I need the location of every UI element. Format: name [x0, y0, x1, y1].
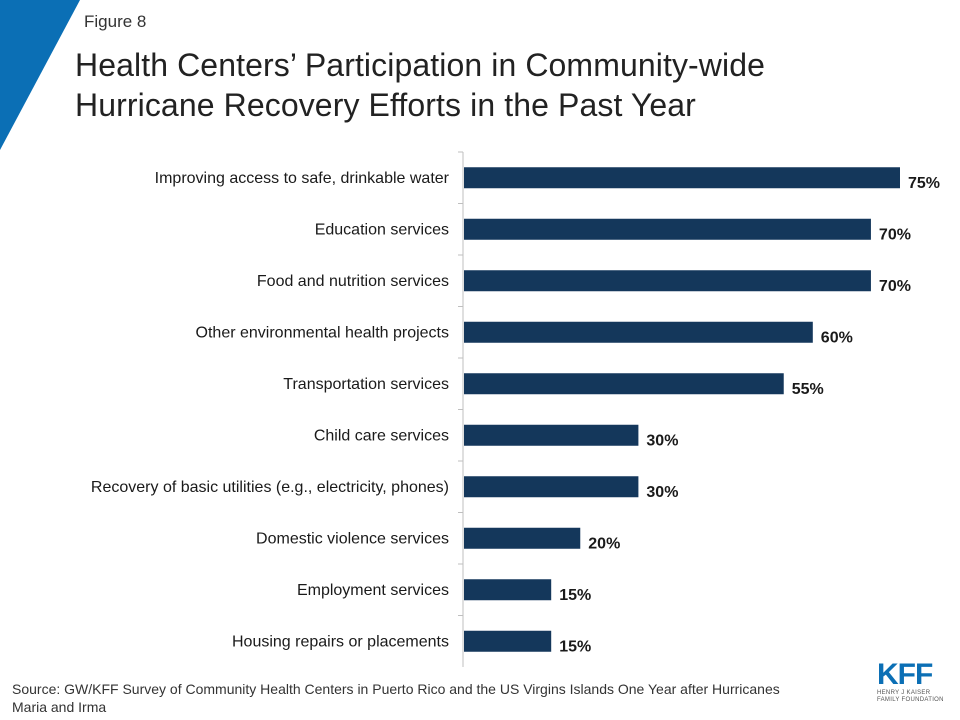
logo-mark: KFF	[877, 658, 933, 691]
chart-title-line-2: Hurricane Recovery Efforts in the Past Y…	[75, 87, 696, 123]
bar	[464, 321, 813, 343]
category-label: Transportation services	[283, 376, 449, 393]
bar	[464, 270, 871, 292]
bar-chart: Improving access to safe, drinkable wate…	[91, 151, 940, 667]
data-label: 70%	[879, 226, 911, 243]
data-label: 20%	[588, 535, 620, 552]
category-label: Recovery of basic utilities (e.g., elect…	[91, 479, 449, 496]
bar	[464, 167, 900, 189]
bar	[464, 424, 639, 446]
bar	[464, 476, 639, 498]
category-label: Domestic violence services	[256, 530, 449, 547]
data-label: 55%	[792, 381, 824, 398]
data-label: 60%	[821, 329, 853, 346]
category-label: Food and nutrition services	[257, 273, 449, 290]
chart-title-line-1: Health Centers’ Participation in Communi…	[75, 47, 766, 83]
data-label: 30%	[646, 484, 678, 501]
category-label: Education services	[315, 221, 449, 238]
bar	[464, 630, 552, 652]
data-label: 30%	[646, 432, 678, 449]
figure-label: Figure 8	[84, 12, 147, 31]
kff-logo: KFF HENRY J KAISER FAMILY FOUNDATION	[877, 660, 947, 712]
logo-subtitle-line-2: FAMILY FOUNDATION	[877, 697, 944, 703]
source-note: Source: GW/KFF Survey of Community Healt…	[12, 681, 780, 715]
data-label: 70%	[879, 278, 911, 295]
data-label: 75%	[908, 175, 940, 192]
logo-subtitle-line-1: HENRY J KAISER	[877, 690, 931, 696]
corner-accent	[0, 0, 80, 150]
bar	[464, 527, 581, 549]
bar	[464, 579, 552, 601]
category-label: Other environmental health projects	[196, 324, 449, 341]
category-label: Employment services	[297, 582, 449, 599]
data-label: 15%	[559, 587, 591, 604]
bar	[464, 373, 784, 395]
category-label: Child care services	[314, 427, 449, 444]
bar	[464, 218, 871, 240]
category-label: Improving access to safe, drinkable wate…	[155, 170, 450, 187]
chart-title: Health Centers’ Participation in Communi…	[75, 45, 935, 125]
category-label: Housing repairs or placements	[232, 633, 449, 650]
data-label: 15%	[559, 638, 591, 655]
